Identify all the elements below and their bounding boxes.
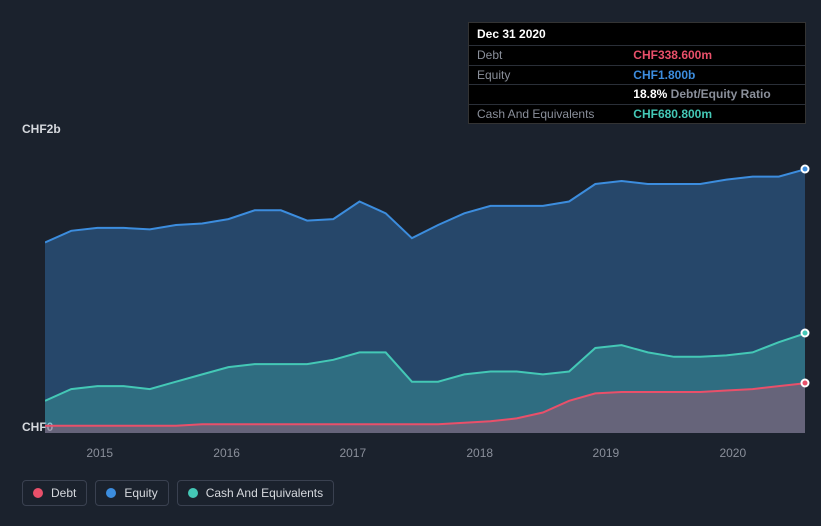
x-axis-label: 2015 bbox=[86, 446, 113, 460]
legend-label: Debt bbox=[51, 486, 76, 500]
legend-item-cash-and-equivalents[interactable]: Cash And Equivalents bbox=[177, 480, 334, 506]
legend-label: Equity bbox=[124, 486, 157, 500]
legend-item-equity[interactable]: Equity bbox=[95, 480, 168, 506]
legend-swatch-icon bbox=[106, 488, 116, 498]
x-axis-label: 2016 bbox=[213, 446, 240, 460]
x-axis-label: 2017 bbox=[339, 446, 366, 460]
tooltip-date: Dec 31 2020 bbox=[469, 23, 805, 45]
tooltip-row-label: Debt bbox=[469, 46, 625, 65]
legend-label: Cash And Equivalents bbox=[206, 486, 323, 500]
series-end-marker bbox=[801, 165, 810, 174]
x-axis-label: 2018 bbox=[466, 446, 493, 460]
area-chart[interactable] bbox=[45, 140, 805, 433]
tooltip-row-label: Equity bbox=[469, 65, 625, 84]
series-end-marker bbox=[801, 329, 810, 338]
x-axis-label: 2020 bbox=[719, 446, 746, 460]
tooltip-row-value: CHF680.800m bbox=[625, 104, 805, 123]
chart-legend: Debt Equity Cash And Equivalents bbox=[22, 480, 334, 506]
chart-container: Dec 31 2020 DebtCHF338.600mEquityCHF1.80… bbox=[0, 0, 821, 526]
chart-tooltip: Dec 31 2020 DebtCHF338.600mEquityCHF1.80… bbox=[468, 22, 806, 124]
x-axis-label: 2019 bbox=[593, 446, 620, 460]
legend-swatch-icon bbox=[33, 488, 43, 498]
tooltip-row-value: 18.8% Debt/Equity Ratio bbox=[625, 85, 805, 104]
legend-item-debt[interactable]: Debt bbox=[22, 480, 87, 506]
y-axis-label: CHF2b bbox=[22, 122, 61, 136]
tooltip-table: DebtCHF338.600mEquityCHF1.800b18.8% Debt… bbox=[469, 45, 805, 123]
series-end-marker bbox=[801, 379, 810, 388]
tooltip-row-label bbox=[469, 85, 625, 104]
legend-swatch-icon bbox=[188, 488, 198, 498]
tooltip-row-value: CHF338.600m bbox=[625, 46, 805, 65]
tooltip-row-label: Cash And Equivalents bbox=[469, 104, 625, 123]
tooltip-row-value: CHF1.800b bbox=[625, 65, 805, 84]
